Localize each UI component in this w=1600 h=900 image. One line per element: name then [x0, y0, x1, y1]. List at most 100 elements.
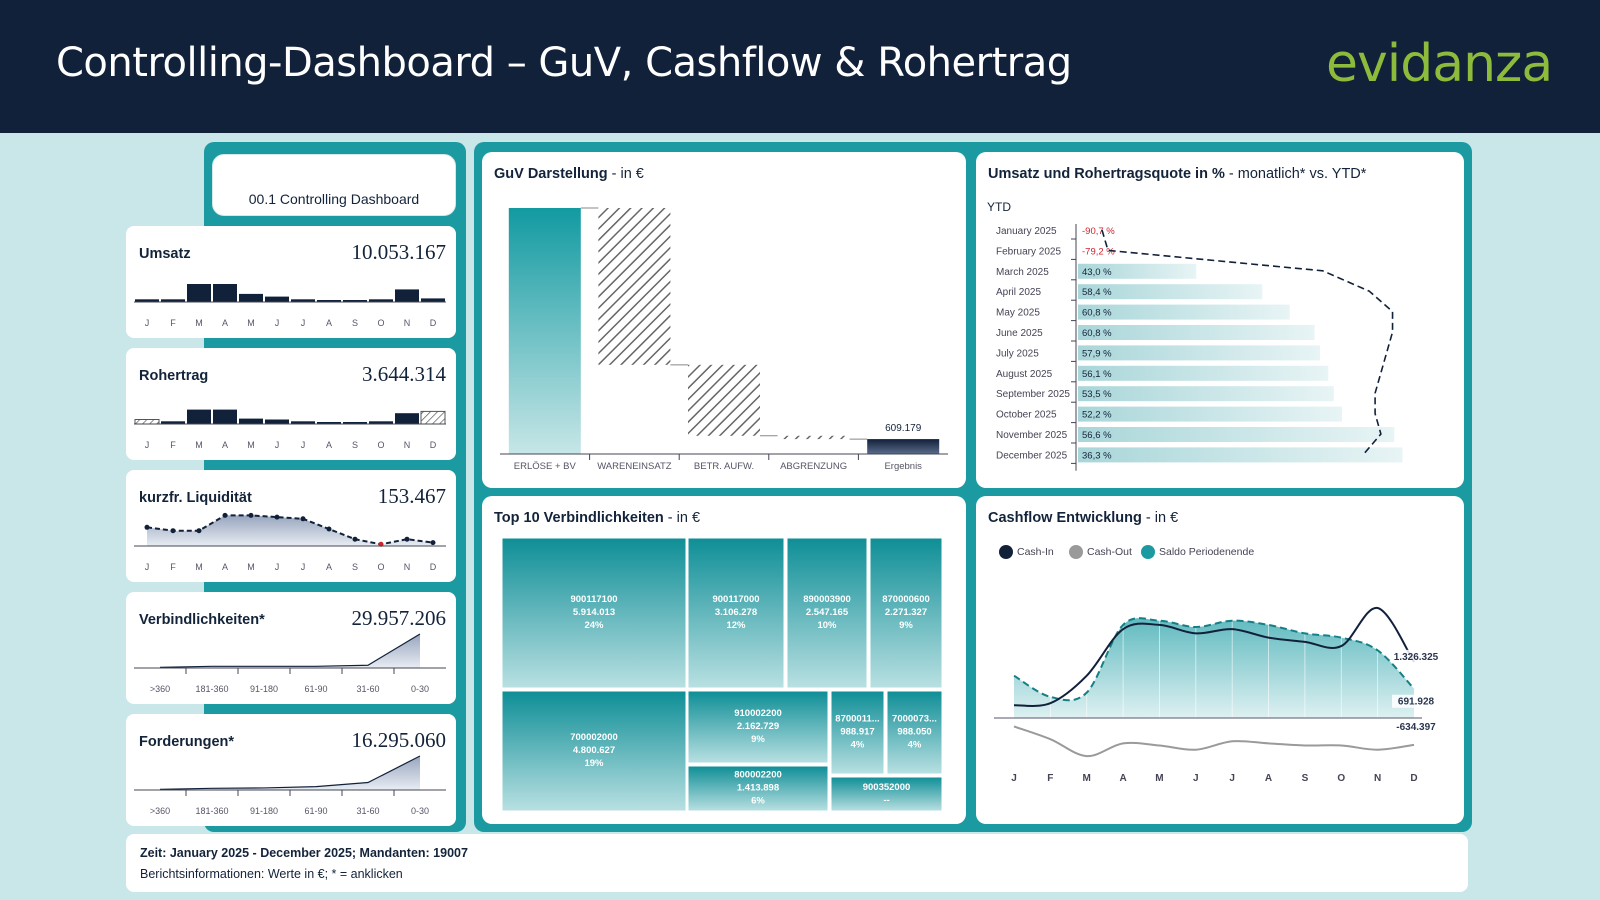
kpi-tick-label: M: [247, 318, 255, 328]
data-label-bg: [1392, 720, 1442, 733]
kpi-bar: [239, 418, 263, 424]
kpi-bar: [265, 419, 289, 424]
umsatz-bar: [1078, 447, 1403, 463]
kpi-verbindlichkeiten[interactable]: Verbindlichkeiten* 29.957.206 >360 181-36…: [126, 592, 456, 704]
kpi-sparkline: >360 181-360 91-180 61-90 31-60 0-30: [134, 755, 446, 816]
treemap-label: 9%: [751, 734, 765, 745]
kpi-bar: [291, 299, 315, 302]
treemap-label: 988.050: [897, 727, 931, 738]
treemap-label: 5.914.013: [573, 607, 615, 618]
umsatz-month-label: October 2025: [996, 410, 1057, 421]
treemap-label: 2.271.327: [885, 607, 927, 618]
kpi-tick-label: 61-90: [304, 806, 327, 816]
kpi-bar: [291, 421, 315, 424]
guv-data-label: 609.179: [885, 423, 922, 434]
treemap-label: 900117100: [570, 594, 617, 605]
kpi-tick-label: A: [222, 562, 228, 572]
umsatz-panel: Umsatz und Rohertragsquote in % - monatl…: [976, 152, 1464, 488]
kpi-tick-label: 91-180: [250, 806, 278, 816]
kpi-tick-label: O: [377, 562, 384, 572]
footer-time-range: Zeit: January 2025 - December 2025; Mand…: [140, 846, 468, 860]
kpi-tick-label: A: [326, 562, 332, 572]
kpi-point: [170, 528, 176, 534]
cash-in-line: [1013, 607, 1415, 707]
guv-waterfall-chart[interactable]: ERLÖSE + BV WARENEINSATZ BETR. AUFW. ABGREN…: [482, 152, 966, 488]
treemap-cell: [687, 537, 785, 689]
cashflow-data-label: 691.928: [1398, 697, 1435, 708]
kpi-tick-label: A: [222, 318, 228, 328]
treemap-label: 1.413.898: [737, 783, 779, 794]
kpi-tick-label: 181-360: [195, 684, 228, 694]
kpi-tick-label: S: [352, 318, 358, 328]
guv-bar-expense: [777, 435, 850, 440]
cashflow-panel: Cashflow Entwicklung - in € Cash-In Cash-…: [976, 496, 1464, 824]
cashflow-month-label: M: [1155, 773, 1163, 784]
kpi-bar: [161, 299, 185, 302]
treemap-label: 890003900: [803, 594, 851, 605]
kpi-title: Rohertrag: [139, 368, 209, 384]
kpi-point: [352, 536, 358, 542]
umsatz-ytd-line: [1101, 229, 1394, 455]
kpi-bar: [239, 293, 263, 302]
data-label-bg: [1392, 694, 1442, 708]
cashflow-month-label: O: [1337, 773, 1345, 784]
kpi-tick-label: 0-30: [411, 806, 429, 816]
top10-treemap[interactable]: 900117100 5.914.013 24% 900117000 3.106.278 1…: [482, 496, 966, 824]
kpi-rohertrag[interactable]: Rohertrag 3.644.314 J F M A M J J A S O N D: [126, 348, 456, 460]
kpi-bar: [343, 300, 367, 302]
treemap-label: 3.106.278: [715, 607, 757, 618]
umsatz-month-label: July 2025: [996, 348, 1039, 359]
kpi-tick-label: J: [275, 318, 280, 328]
kpi-sparkline: >360 181-360 91-180 61-90 31-60 0-30: [134, 633, 446, 694]
kpi-point: [300, 516, 306, 522]
treemap-label: 988.917: [840, 727, 874, 738]
treemap-cell: [869, 537, 943, 689]
data-label-bg: [1392, 649, 1442, 663]
kpi-forderungen[interactable]: Forderungen* 16.295.060 >360 181-360 91-18…: [126, 714, 456, 826]
saldo-line: [1013, 617, 1415, 702]
cashflow-line-chart[interactable]: Cash-In Cash-Out Saldo Periodenende J F M A M J J…: [976, 496, 1464, 824]
umsatz-month-label: April 2025: [996, 287, 1041, 298]
umsatz-value-label: 56,6 %: [1082, 430, 1112, 441]
kpi-tick-label: N: [404, 562, 411, 572]
umsatz-value-label: 60,8 %: [1082, 328, 1112, 339]
kpi-point: [248, 512, 254, 518]
nav-card[interactable]: 00.1 Controlling Dashboard: [212, 154, 456, 216]
treemap-cell: [501, 690, 687, 812]
kpi-bar: [213, 284, 237, 302]
kpi-liquiditaet[interactable]: kurzfr. Liquidität 153.467 J F M A M J J A S O N D: [126, 470, 456, 582]
treemap-label: 2.162.729: [737, 721, 779, 732]
nav-label: 00.1 Controlling Dashboard: [248, 191, 420, 207]
footer-info: Zeit: January 2025 - December 2025; Mand…: [126, 834, 1468, 892]
top10-title: Top 10 Verbindlichkeiten - in €: [494, 510, 701, 526]
kpi-tick-label: S: [352, 440, 358, 450]
guv-category-label: BETR. AUFW.: [694, 461, 754, 472]
guv-category-label: ABGRENZUNG: [780, 461, 847, 472]
kpi-tick-label: M: [247, 440, 255, 450]
umsatz-month-label: August 2025: [996, 369, 1053, 380]
kpi-tick-label: J: [145, 440, 150, 450]
kpi-tick-label: J: [301, 318, 306, 328]
umsatz-value-label: 58,4 %: [1082, 287, 1112, 298]
kpi-tick-label: A: [326, 440, 332, 450]
treemap-label: 7000073...: [892, 714, 937, 725]
kpi-tick-label: F: [170, 562, 176, 572]
evidanza-logo: evidanza: [1326, 34, 1553, 94]
umsatz-month-label: May 2025: [996, 308, 1040, 319]
kpi-tick-label: >360: [150, 806, 170, 816]
kpi-bar: [395, 289, 419, 302]
cashflow-title: Cashflow Entwicklung - in €: [988, 510, 1179, 526]
kpi-tick-label: A: [326, 318, 332, 328]
kpi-bar: [213, 409, 237, 424]
treemap-label: 700002000: [570, 732, 618, 743]
cashflow-month-label: J: [1193, 773, 1199, 784]
kpi-tick-label: F: [170, 440, 176, 450]
cashflow-month-label: A: [1265, 773, 1272, 784]
umsatz-bar: [1078, 284, 1263, 300]
kpi-tick-label: F: [170, 318, 176, 328]
kpi-value: 29.957.206: [351, 606, 447, 630]
umsatz-bar-chart[interactable]: YTD January 2025 -90,7 % February 2025 -79,2…: [976, 152, 1464, 488]
kpi-umsatz[interactable]: Umsatz 10.053.167 J F M A M J J A S O N D: [126, 226, 456, 338]
